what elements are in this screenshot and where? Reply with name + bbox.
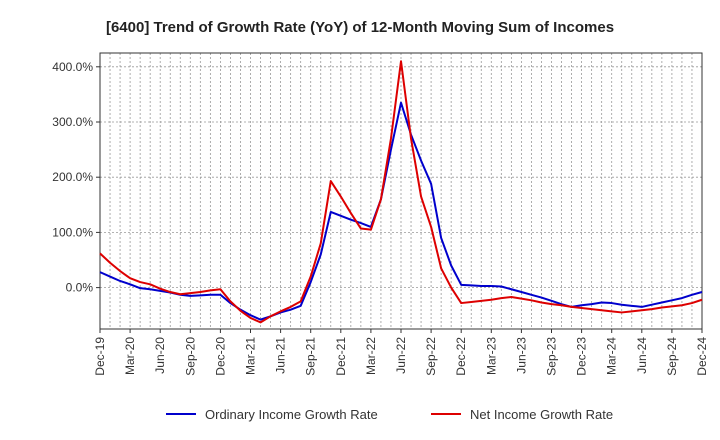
- x-tick-label: Dec-22: [454, 337, 468, 376]
- legend-label-net-income: Net Income Growth Rate: [470, 407, 613, 422]
- x-tick-label: Jun-20: [153, 337, 167, 374]
- x-tick-label: Jun-24: [635, 337, 649, 374]
- y-tick-label: 200.0%: [52, 170, 93, 184]
- x-tick-label: Dec-23: [575, 337, 589, 376]
- x-tick-label: Mar-23: [484, 337, 498, 375]
- y-tick-label: 400.0%: [52, 60, 93, 74]
- y-tick-label: 100.0%: [52, 225, 93, 239]
- series-line-ordinary-income: [99, 101, 703, 321]
- x-tick-label: Mar-21: [244, 337, 258, 375]
- x-tick-label: Sep-24: [665, 337, 679, 376]
- x-tick-label: Dec-20: [213, 337, 227, 376]
- x-tick-label: Sep-20: [183, 337, 197, 376]
- x-tick-label: Sep-22: [424, 337, 438, 376]
- x-tick-label: Sep-21: [304, 337, 318, 376]
- x-tick-label: Jun-22: [394, 337, 408, 374]
- x-tick-label: Jun-21: [274, 337, 288, 374]
- axis-layer: 0.0% 100.0% 200.0% 300.0% 400.0% Dec-19 Mar-20…: [52, 60, 709, 376]
- x-tick-label: Mar-24: [605, 337, 619, 375]
- x-tick-label: Sep-23: [545, 337, 559, 376]
- series-layer: [99, 60, 703, 324]
- chart-title: [6400] Trend of Growth Rate (YoY) of 12-…: [106, 19, 614, 36]
- grid-layer: [100, 53, 702, 329]
- y-tick-label: 0.0%: [66, 281, 94, 295]
- series-line-net-income: [99, 60, 703, 324]
- x-tick-label: Dec-24: [695, 337, 709, 376]
- x-tick-label: Mar-22: [364, 337, 378, 375]
- legend: Ordinary Income Growth Rate Net Income G…: [166, 407, 613, 422]
- y-tick-label: 300.0%: [52, 115, 93, 129]
- x-tick-label: Dec-19: [93, 337, 107, 376]
- x-tick-label: Mar-20: [123, 337, 137, 375]
- x-tick-label: Dec-21: [334, 337, 348, 376]
- legend-label-ordinary-income: Ordinary Income Growth Rate: [205, 407, 378, 422]
- x-tick-label: Jun-23: [514, 337, 528, 374]
